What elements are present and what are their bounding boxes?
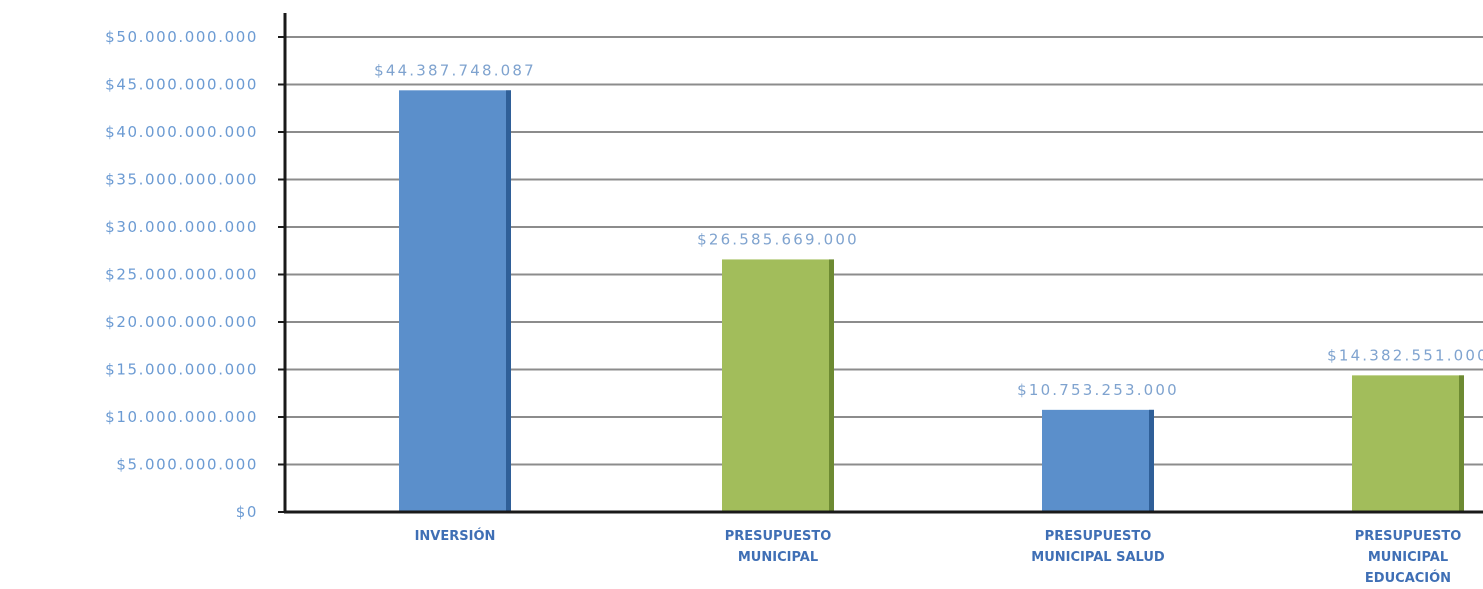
y-tick-label: $25.000.000.000	[105, 266, 258, 284]
bar	[1042, 409, 1154, 512]
bar-shadow	[1149, 409, 1154, 512]
y-tick-label: $40.000.000.000	[105, 123, 258, 141]
category-label: PRESUPUESTO	[725, 529, 832, 544]
bar-shadow	[506, 90, 511, 512]
y-tick-label: $5.000.000.000	[116, 456, 258, 474]
y-tick-label: $45.000.000.000	[105, 76, 258, 94]
bar-shadow	[1459, 375, 1464, 512]
y-tick-label: $0	[236, 503, 258, 521]
data-label: $14.382.551.000	[1327, 346, 1483, 364]
data-label: $10.753.253.000	[1017, 381, 1179, 399]
data-label: $44.387.748.087	[374, 61, 536, 79]
y-tick-label: $20.000.000.000	[105, 313, 258, 331]
category-label: MUNICIPAL SALUD	[1031, 550, 1165, 565]
category-label: MUNICIPAL	[738, 550, 818, 565]
bar	[1352, 375, 1464, 512]
bar	[722, 259, 834, 512]
data-label: $26.585.669.000	[697, 230, 859, 248]
bar-shadow	[829, 259, 834, 512]
y-tick-label: $35.000.000.000	[105, 171, 258, 189]
category-label: PRESUPUESTO	[1045, 529, 1152, 544]
category-label: EDUCACIÓN	[1365, 570, 1451, 586]
y-tick-label: $10.000.000.000	[105, 408, 258, 426]
y-tick-label: $30.000.000.000	[105, 218, 258, 236]
category-label: MUNICIPAL	[1368, 550, 1448, 565]
y-tick-label: $15.000.000.000	[105, 361, 258, 379]
bar	[399, 90, 511, 512]
y-tick-label: $50.000.000.000	[105, 28, 258, 46]
category-label: INVERSIÓN	[415, 528, 496, 544]
category-label: PRESUPUESTO	[1355, 529, 1462, 544]
